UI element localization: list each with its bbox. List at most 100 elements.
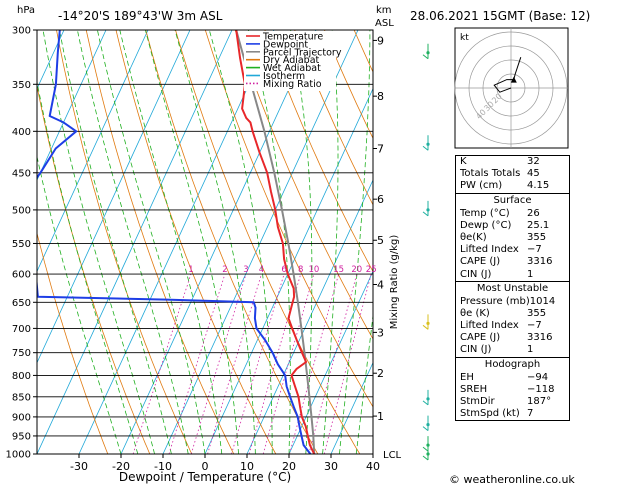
mixing-ratio-line — [231, 273, 285, 454]
km-tick-label: 7 — [377, 142, 384, 155]
datetime-title: 28.06.2021 15GMT (Base: 12) — [410, 9, 590, 23]
legend-label: Dewpoint — [263, 39, 308, 50]
most-unstable-label: Lifted Index — [460, 320, 519, 332]
asl-unit-label: ASL — [375, 18, 394, 29]
most-unstable-row: CIN (J) 1 — [456, 344, 569, 356]
km-tick-label: 6 — [377, 193, 384, 206]
surface-row: Temp (°C) 26 — [456, 208, 569, 220]
wet-adiabat-line — [322, 30, 339, 454]
pressure-tick-label: 1000 — [6, 450, 31, 461]
dry-adiabat-line — [264, 30, 373, 273]
surface-label: CAPE (J) — [460, 256, 501, 268]
hodograph-index-row: EH −94 — [456, 372, 569, 384]
legend-label: Parcel Trajectory — [263, 47, 342, 58]
isotherm-line — [37, 30, 233, 454]
wet-adiabat-line — [97, 30, 206, 454]
surface-label: CIN (J) — [460, 268, 492, 280]
most-unstable-title: Most Unstable — [456, 280, 569, 296]
wet-adiabat-line — [290, 30, 313, 454]
temperature-tick-label: -10 — [154, 460, 172, 473]
hodograph-index-row: StmDir 187° — [456, 396, 569, 408]
mixing-ratio-label: 8 — [298, 265, 303, 275]
legend-label: Isotherm — [263, 71, 305, 82]
temperature-tick-label: 30 — [324, 460, 338, 473]
surface-label: θe(K) — [460, 231, 487, 243]
index-label: PW (cm) — [460, 180, 503, 192]
pressure-tick-label: 850 — [12, 392, 31, 403]
hodograph-index-label: StmDir — [460, 396, 495, 407]
dry-adiabat-line — [115, 30, 277, 454]
x-axis-title: Dewpoint / Temperature (°C) — [119, 470, 291, 484]
wet-adiabat-line — [208, 30, 273, 454]
series-parcel-trajectory — [235, 30, 316, 454]
pressure-tick-label: 600 — [12, 270, 31, 281]
dry-adiabat-line — [622, 30, 629, 454]
mixing-ratio-label: 2 — [222, 265, 227, 275]
surface-row: CIN (J) 1 — [456, 269, 569, 281]
index-row: PW (cm) 4.15 — [456, 180, 569, 192]
dry-adiabat-line — [234, 30, 373, 340]
copyright-footer: © weatheronline.co.uk — [449, 473, 575, 486]
surface-row: CAPE (J) 3316 — [456, 256, 569, 268]
wind-barb-dot — [426, 208, 430, 212]
mixing-ratio-line — [262, 273, 315, 454]
mixing-ratio-label: 6 — [281, 265, 286, 275]
temperature-tick-label: 0 — [202, 460, 209, 473]
wind-barb-dot — [426, 321, 430, 325]
surface-value: 355 — [527, 231, 547, 243]
index-value: 45 — [527, 168, 540, 180]
km-tick-label: 9 — [377, 34, 384, 47]
wind-barb-flag — [422, 455, 429, 461]
surface-value: 1 — [527, 268, 534, 280]
pressure-tick-label: 550 — [12, 239, 31, 250]
wind-barb-flag — [422, 400, 429, 406]
storm-motion-marker — [510, 76, 517, 83]
wind-barb-dot — [426, 142, 430, 146]
km-tick-label: 4 — [377, 279, 384, 292]
most-unstable-label: CAPE (J) — [460, 332, 501, 344]
most-unstable-row: Lifted Index −7 — [456, 320, 569, 332]
mixing-ratio-line — [308, 273, 358, 454]
index-row: K 32 — [456, 156, 569, 168]
most-unstable-value: −7 — [527, 320, 542, 332]
hodograph-index-value: 187° — [527, 396, 552, 407]
pressure-tick-label: 400 — [12, 127, 31, 138]
hodograph-index-label: SREH — [460, 383, 488, 395]
index-label: K — [460, 156, 467, 167]
wind-barb-flag — [422, 54, 429, 60]
wet-adiabat-line — [248, 30, 291, 454]
hodograph-index-label: StmSpd (kt) — [460, 408, 520, 420]
surface-value: 3316 — [527, 256, 553, 268]
surface-row: Lifted Index −7 — [456, 244, 569, 256]
mixing-ratio-label: 25 — [366, 265, 377, 275]
wind-barb-flag — [422, 446, 429, 452]
hodograph-trace — [493, 57, 522, 93]
dry-adiabat-line — [37, 84, 151, 454]
wet-adiabat-line — [37, 79, 139, 454]
isotherm-line — [162, 30, 359, 454]
surface-value: −7 — [527, 244, 542, 256]
mixing-ratio-line — [207, 273, 262, 454]
legend-label: Dry Adiabat — [263, 55, 320, 66]
wet-adiabat-line — [339, 30, 371, 454]
dry-adiabat-line — [563, 30, 629, 454]
mixing-ratio-line — [168, 273, 226, 454]
mixing-ratio-line — [323, 273, 372, 454]
pressure-tick-label: 300 — [12, 26, 31, 37]
pressure-tick-label: 650 — [12, 298, 31, 309]
legend-label: Temperature — [262, 32, 323, 43]
surface-row: Dewp (°C) 25.1 — [456, 220, 569, 232]
mixing-ratio-label: 10 — [308, 265, 319, 275]
km-tick-label: 8 — [377, 90, 384, 103]
index-value: 4.15 — [527, 180, 550, 192]
wind-barb-dot — [426, 423, 430, 427]
km-unit-label: km — [376, 5, 392, 16]
index-row: Totals Totals 45 — [456, 168, 569, 180]
km-tick-label: 5 — [377, 234, 384, 247]
surface-value: 25.1 — [527, 219, 550, 231]
temperature-tick-label: 10 — [240, 460, 254, 473]
most-unstable-value: 1014 — [529, 295, 556, 307]
most-unstable-row: Pressure (mb) 1014 — [456, 296, 569, 308]
pressure-tick-label: 500 — [12, 205, 31, 216]
surface-title: Surface — [456, 192, 569, 208]
